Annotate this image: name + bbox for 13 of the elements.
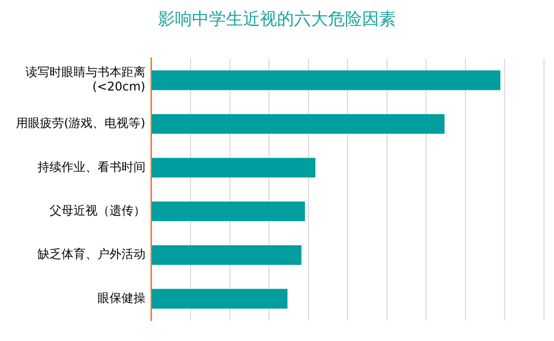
- y-tick-label: 持续作业、看书时间: [37, 160, 146, 174]
- bar: [152, 114, 445, 134]
- bar: [152, 70, 500, 90]
- bar: [152, 158, 316, 178]
- y-tick-label: 父母近视（遗传）: [49, 203, 146, 218]
- bar: [152, 288, 288, 309]
- y-tick-label: 读写时眼睛与书本距离(<20cm): [25, 65, 146, 94]
- y-tick-label: 缺乏体育、户外活动: [37, 247, 146, 262]
- y-tick-label: 眼保健操: [97, 290, 146, 305]
- bar: [152, 202, 305, 222]
- y-tick-label: 用眼疲劳(游戏、电视等): [16, 116, 146, 130]
- bar: [152, 245, 302, 265]
- chart-title: 影响中学生近视的六大危险因素: [158, 10, 396, 30]
